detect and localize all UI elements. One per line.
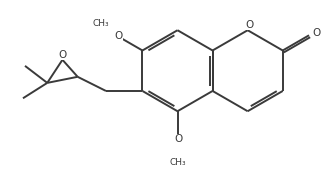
Text: O: O	[312, 28, 320, 38]
Text: O: O	[174, 134, 183, 144]
Text: O: O	[58, 50, 67, 60]
Text: CH₃: CH₃	[169, 158, 186, 167]
Text: O: O	[115, 31, 123, 41]
Text: O: O	[246, 20, 254, 30]
Text: CH₃: CH₃	[92, 19, 109, 28]
